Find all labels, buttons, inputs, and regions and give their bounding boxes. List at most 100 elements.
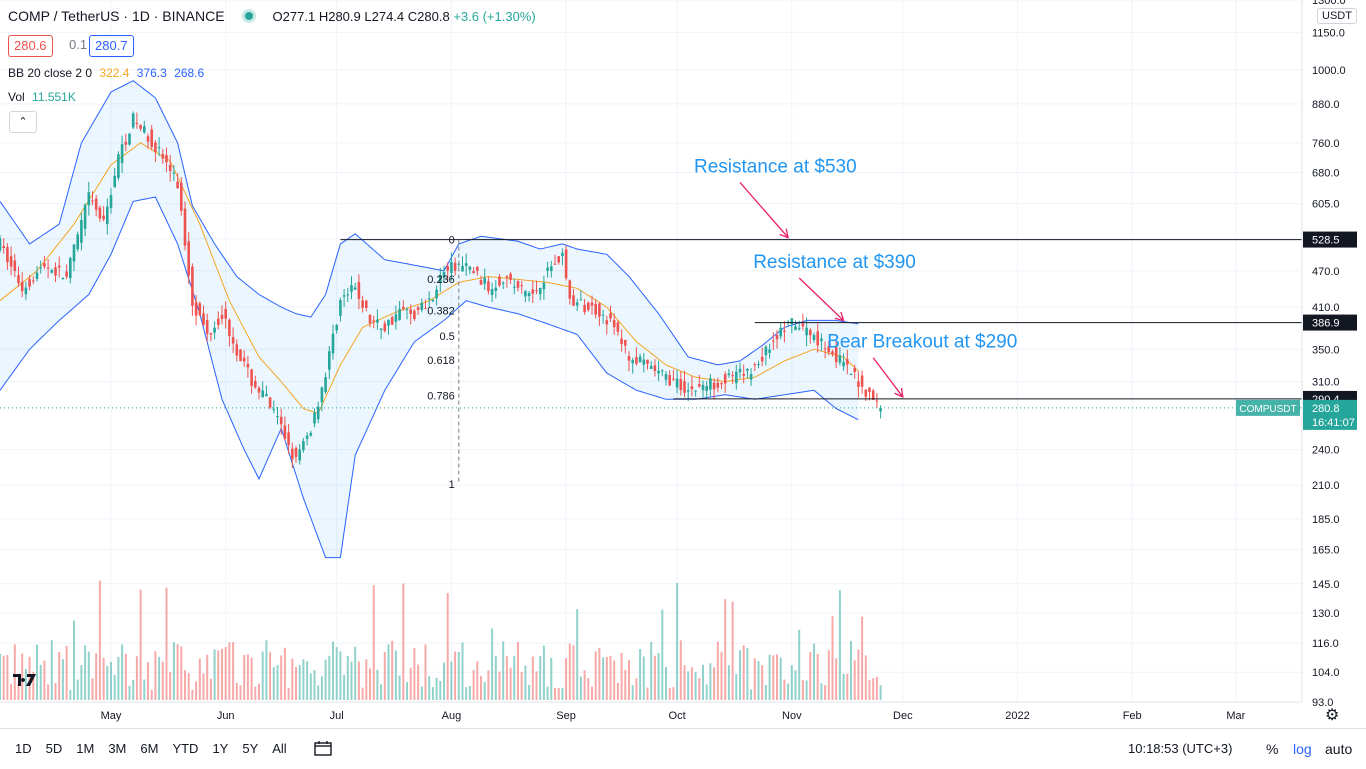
candle-body[interactable] xyxy=(657,370,660,374)
candle-body[interactable] xyxy=(346,294,350,296)
candle-body[interactable] xyxy=(668,375,671,386)
candle-body[interactable] xyxy=(561,252,564,257)
candle-body[interactable] xyxy=(572,295,575,306)
price-axis-background[interactable] xyxy=(1302,0,1366,702)
candle-body[interactable] xyxy=(65,271,68,277)
candle-body[interactable] xyxy=(57,265,61,268)
candle-body[interactable] xyxy=(183,208,187,246)
candle-body[interactable] xyxy=(228,319,231,337)
auto-scale-toggle[interactable]: auto xyxy=(1325,741,1353,757)
candle-body[interactable] xyxy=(524,290,527,297)
candle-body[interactable] xyxy=(109,195,113,209)
candle-body[interactable] xyxy=(398,308,401,320)
candle-body[interactable] xyxy=(501,282,505,284)
candle-body[interactable] xyxy=(353,287,357,290)
candle-body[interactable] xyxy=(546,267,549,271)
candle-body[interactable] xyxy=(820,338,823,342)
candle-body[interactable] xyxy=(168,164,172,172)
candle-body[interactable] xyxy=(424,308,427,310)
candle-body[interactable] xyxy=(505,276,509,278)
candle-body[interactable] xyxy=(328,351,331,370)
timeframe-1y[interactable]: 1Y xyxy=(212,741,229,756)
candle-body[interactable] xyxy=(616,322,620,332)
candle-body[interactable] xyxy=(379,328,383,330)
candle-body[interactable] xyxy=(675,378,679,388)
candle-body[interactable] xyxy=(61,277,65,280)
candle-body[interactable] xyxy=(220,314,224,320)
candle-body[interactable] xyxy=(753,364,757,366)
candle-body[interactable] xyxy=(205,320,209,334)
candle-body[interactable] xyxy=(376,319,379,323)
candle-body[interactable] xyxy=(431,299,435,302)
candle-body[interactable] xyxy=(716,382,720,388)
candle-body[interactable] xyxy=(165,155,168,163)
volume-legend[interactable]: Vol 11.551K xyxy=(8,90,76,104)
candle-body[interactable] xyxy=(638,356,642,363)
timeframe-5y[interactable]: 5Y xyxy=(242,741,259,756)
candle-body[interactable] xyxy=(601,314,605,316)
candle-body[interactable] xyxy=(20,281,24,292)
candle-body[interactable] xyxy=(871,390,875,400)
candle-body[interactable] xyxy=(775,335,779,340)
candle-body[interactable] xyxy=(342,295,346,297)
candle-body[interactable] xyxy=(764,346,768,356)
candle-body[interactable] xyxy=(705,386,708,391)
timeframe-1m[interactable]: 1M xyxy=(76,741,95,756)
candle-body[interactable] xyxy=(513,286,516,288)
candle-body[interactable] xyxy=(154,142,157,153)
candle-body[interactable] xyxy=(746,368,749,371)
candle-body[interactable] xyxy=(291,448,294,460)
candle-body[interactable] xyxy=(812,335,816,340)
candle-body[interactable] xyxy=(298,449,301,461)
candle-body[interactable] xyxy=(331,333,335,354)
candle-body[interactable] xyxy=(823,348,827,350)
candle-body[interactable] xyxy=(17,275,20,284)
candle-body[interactable] xyxy=(283,425,287,439)
candle-body[interactable] xyxy=(627,356,631,361)
annotation-text[interactable]: Bear Breakout at $290 xyxy=(827,332,1017,353)
timeframe-all[interactable]: All xyxy=(272,741,287,756)
candle-body[interactable] xyxy=(698,384,701,387)
candle-body[interactable] xyxy=(28,279,31,287)
candle-body[interactable] xyxy=(390,317,394,325)
candle-body[interactable] xyxy=(98,207,102,219)
candle-body[interactable] xyxy=(254,380,257,388)
candle-body[interactable] xyxy=(143,126,146,133)
candle-body[interactable] xyxy=(749,374,753,380)
candle-body[interactable] xyxy=(80,219,83,243)
candle-body[interactable] xyxy=(768,349,771,353)
candle-body[interactable] xyxy=(483,277,486,284)
candle-body[interactable] xyxy=(117,154,120,178)
candle-body[interactable] xyxy=(2,246,5,248)
candle-body[interactable] xyxy=(106,206,109,225)
timeframe-5d[interactable]: 5D xyxy=(45,741,63,756)
bb-upper-line[interactable] xyxy=(0,80,859,366)
candle-body[interactable] xyxy=(442,272,446,278)
bb-lower-line[interactable] xyxy=(0,196,859,559)
buy-price-button[interactable]: 280.7 xyxy=(89,35,134,57)
candle-body[interactable] xyxy=(46,267,50,269)
candle-body[interactable] xyxy=(180,182,183,211)
candle-body[interactable] xyxy=(69,258,72,279)
candle-body[interactable] xyxy=(579,299,583,301)
candle-body[interactable] xyxy=(779,327,782,337)
candle-body[interactable] xyxy=(712,382,716,390)
candle-body[interactable] xyxy=(128,133,131,145)
candle-body[interactable] xyxy=(102,215,105,220)
candle-body[interactable] xyxy=(124,141,128,145)
candle-body[interactable] xyxy=(43,263,46,267)
candle-body[interactable] xyxy=(35,272,39,280)
candle-body[interactable] xyxy=(509,273,512,280)
candle-body[interactable] xyxy=(287,432,290,446)
sell-price-button[interactable]: 280.6 xyxy=(8,35,53,57)
candle-body[interactable] xyxy=(402,306,405,309)
candle-body[interactable] xyxy=(72,244,76,262)
candle-body[interactable] xyxy=(653,365,657,371)
candle-body[interactable] xyxy=(294,448,298,457)
candle-body[interactable] xyxy=(476,266,479,271)
candle-body[interactable] xyxy=(494,287,498,291)
candle-body[interactable] xyxy=(157,147,161,149)
candle-body[interactable] xyxy=(113,175,116,188)
candle-body[interactable] xyxy=(557,256,560,263)
candle-body[interactable] xyxy=(790,318,794,324)
